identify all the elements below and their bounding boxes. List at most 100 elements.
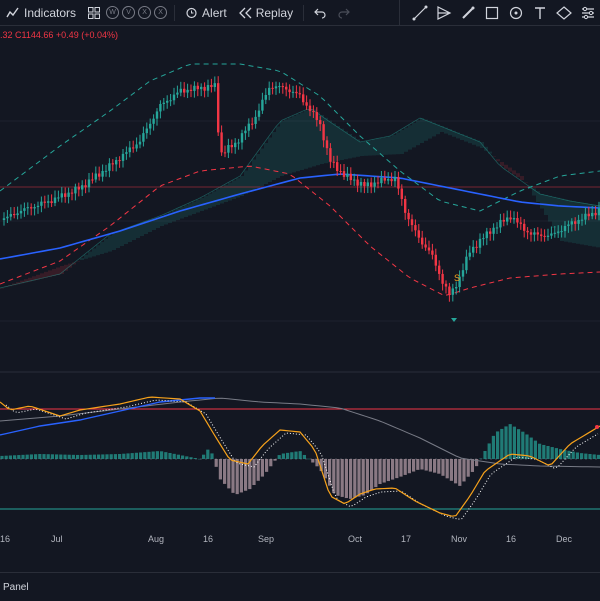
cloud-segment: [264, 143, 268, 184]
cloud-segment: [236, 178, 240, 198]
undo-button[interactable]: [308, 0, 332, 25]
replay-button[interactable]: Replay: [233, 0, 299, 25]
histogram-bar: [525, 434, 529, 459]
histogram-bar: [386, 459, 390, 482]
histogram-bar: [445, 459, 449, 479]
candle-body: [516, 218, 519, 223]
histogram-bar: [21, 454, 25, 459]
candle-body: [220, 132, 223, 153]
redo-button[interactable]: [332, 0, 356, 25]
histogram-bar: [554, 448, 558, 459]
histogram-bar: [206, 449, 210, 459]
axis-label: 16: [203, 534, 214, 544]
axis-label: Oct: [348, 534, 363, 544]
template-w-icon[interactable]: W: [106, 6, 120, 19]
text-icon[interactable]: [528, 1, 552, 25]
layout-button[interactable]: [82, 0, 106, 25]
candle-body: [162, 102, 165, 104]
chart-canvas[interactable]: S: [0, 26, 600, 572]
histogram-bar: [80, 454, 84, 459]
histogram-bar: [34, 454, 38, 459]
candle-body: [183, 88, 186, 93]
histogram-bar: [466, 459, 470, 477]
candle-body: [546, 235, 550, 237]
candle-body: [594, 212, 597, 216]
template-x2-icon[interactable]: X: [154, 6, 168, 19]
candle-body: [472, 246, 475, 253]
axis-label: 16: [0, 534, 11, 544]
cloud-segment: [20, 280, 24, 284]
sliders-icon[interactable]: [576, 1, 600, 25]
histogram-bar: [63, 454, 67, 459]
candle-body: [305, 102, 308, 106]
candle-body: [540, 234, 543, 236]
template-x-icon[interactable]: X: [138, 6, 152, 19]
lower-envelope-line: [0, 165, 600, 297]
cloud-segment: [304, 110, 308, 169]
candle-body: [584, 213, 587, 220]
candle-body: [64, 193, 67, 197]
candle-body: [30, 207, 33, 209]
candle-body: [23, 208, 26, 211]
candle-body: [274, 86, 278, 89]
bottom-panel[interactable]: Panel: [0, 572, 600, 601]
candle-body: [128, 147, 131, 153]
histogram-bar: [269, 459, 273, 467]
histogram-bar: [42, 454, 46, 459]
cloud-segment: [524, 182, 528, 183]
candle-body: [268, 87, 271, 95]
candle-body: [271, 87, 274, 89]
cloud-segment: [48, 270, 52, 277]
histogram-bar: [349, 459, 353, 499]
candle-body: [570, 221, 573, 225]
alert-button[interactable]: Alert: [179, 0, 233, 25]
cloud-segment: [380, 138, 384, 155]
cloud-segment: [172, 210, 176, 222]
cloud-segment: [248, 165, 252, 192]
histogram-bar: [202, 454, 206, 459]
drawing-toolbar: [399, 0, 600, 25]
candle-body: [257, 110, 261, 117]
pen-icon[interactable]: [456, 1, 480, 25]
histogram-bar: [197, 458, 201, 460]
rectangle-icon[interactable]: [480, 1, 504, 25]
candle-body: [492, 227, 495, 234]
candle-body: [111, 163, 114, 165]
candle-body: [67, 192, 70, 197]
cloud-segment: [492, 156, 496, 157]
candle-body: [591, 212, 594, 217]
cloud-segment: [24, 279, 28, 283]
cloud-segment: [412, 122, 416, 148]
arrow-marker-icon[interactable]: [432, 1, 456, 25]
histogram-bar: [46, 454, 50, 459]
ellipse-icon[interactable]: [552, 1, 576, 25]
candle-body: [580, 219, 584, 221]
cloud-segment: [284, 119, 288, 175]
template-v-icon[interactable]: V: [122, 6, 136, 19]
trend-line-icon[interactable]: [408, 1, 432, 25]
candle-body: [98, 173, 101, 177]
histogram-bar: [323, 459, 327, 479]
histogram-bar: [399, 459, 403, 477]
candle-body: [295, 91, 298, 94]
histogram-bar: [533, 440, 537, 459]
replay-label: Replay: [255, 5, 294, 20]
candle-body: [26, 207, 29, 209]
histogram-bar: [218, 459, 222, 480]
candle-body: [176, 92, 179, 95]
alarm-clock-icon: [186, 7, 197, 19]
cloud-segment: [112, 233, 116, 250]
cloud-segment: [536, 191, 540, 202]
histogram-bar: [223, 459, 227, 484]
candle-body: [397, 176, 400, 189]
histogram-bar: [353, 459, 357, 498]
histogram-bar: [365, 459, 369, 494]
histogram-bar: [407, 459, 411, 474]
candle-body: [441, 273, 444, 284]
candle-body: [118, 160, 121, 162]
indicators-button[interactable]: Indicators: [0, 0, 82, 25]
time-axis[interactable]: 16 Jul Aug 16 Sep Oct 17 Nov 16 Dec: [0, 530, 600, 546]
signal-line: [5, 399, 599, 520]
cloud-segment: [460, 134, 464, 140]
crosshair-icon[interactable]: [504, 1, 528, 25]
